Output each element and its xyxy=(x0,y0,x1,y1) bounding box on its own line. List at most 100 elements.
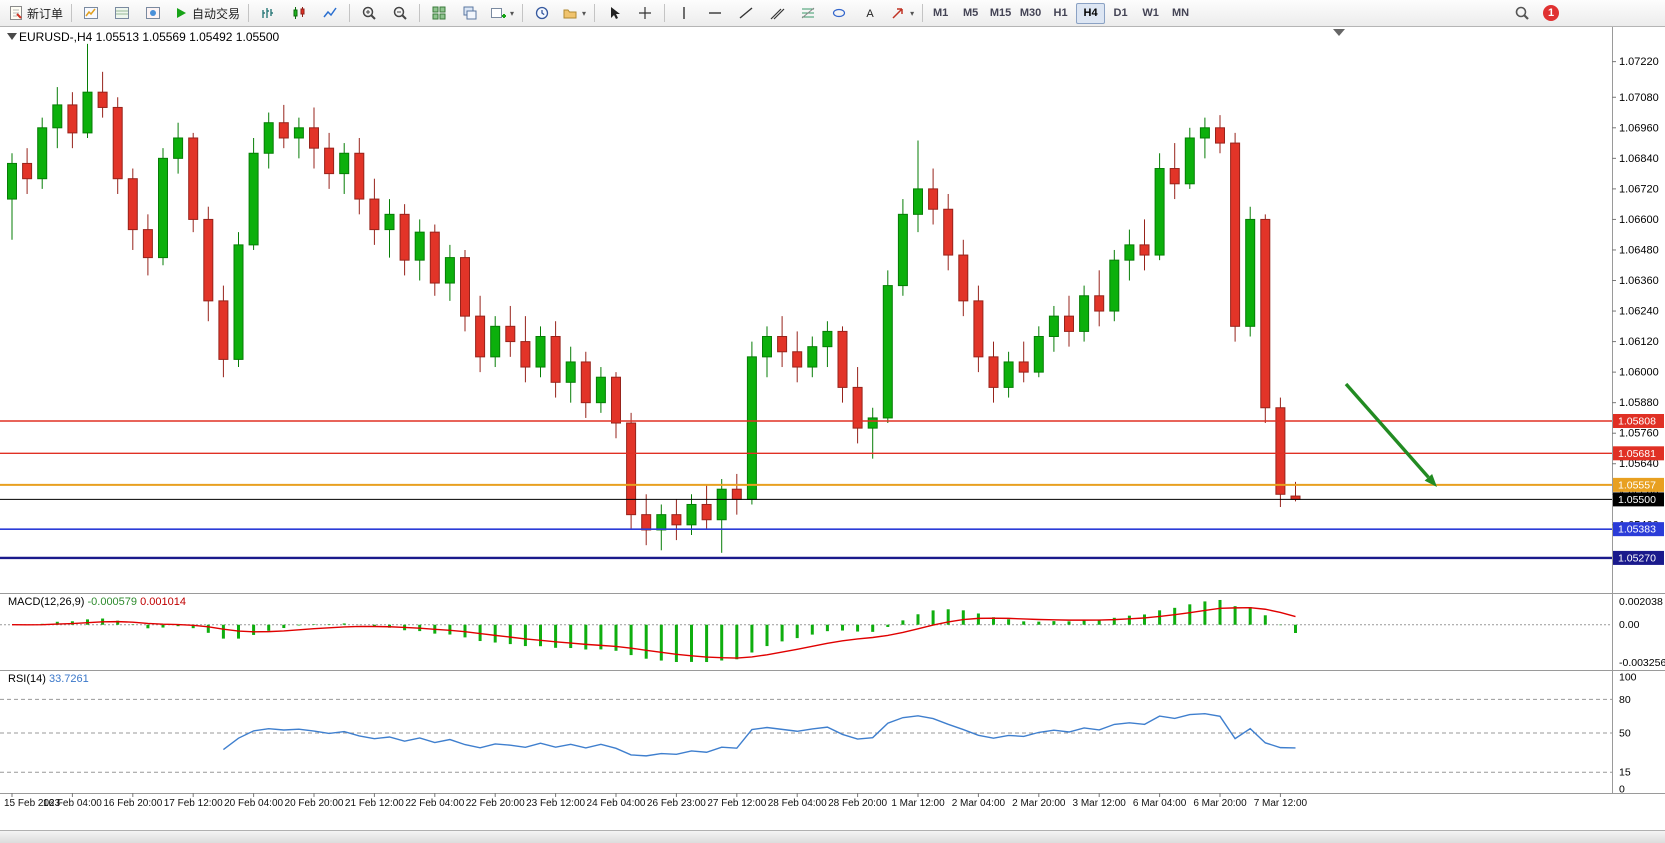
price-tick-label: 1.06360 xyxy=(1619,275,1659,287)
time-axis-label: 20 Feb 04:00 xyxy=(224,798,283,809)
price-panel[interactable] xyxy=(0,43,1612,560)
rsi-line xyxy=(222,713,1296,757)
candle xyxy=(22,162,33,180)
candle xyxy=(1033,335,1044,373)
arrows-button[interactable]: ▾ xyxy=(886,1,918,25)
time-axis-label: 2 Mar 20:00 xyxy=(1012,798,1066,809)
timeframe-m15-button[interactable]: M15 xyxy=(989,7,1012,19)
chart-shift-marker[interactable] xyxy=(1333,29,1345,36)
toolbar-separator xyxy=(594,4,596,22)
text-label-button[interactable]: A xyxy=(855,1,885,25)
zoom-in-button[interactable] xyxy=(354,1,384,25)
candle xyxy=(565,361,576,383)
candle xyxy=(837,330,848,388)
new-order-icon xyxy=(8,5,24,21)
data-window-button[interactable] xyxy=(107,1,137,25)
price-badge xyxy=(1613,492,1664,507)
price-tick-label: 1.06000 xyxy=(1619,367,1659,379)
rsi-axis-label: 100 xyxy=(1619,672,1637,684)
equidistant-channel-button[interactable] xyxy=(762,1,792,25)
period-clock-button[interactable] xyxy=(527,1,557,25)
zoom-out-button[interactable] xyxy=(385,1,415,25)
horizontal-line-button[interactable] xyxy=(700,1,730,25)
templates-icon xyxy=(562,5,578,21)
candle xyxy=(278,122,289,139)
candle xyxy=(203,218,214,302)
price-tick-label: 1.06600 xyxy=(1619,214,1659,226)
time-axis-label: 26 Feb 23:00 xyxy=(647,798,706,809)
candle xyxy=(988,356,999,388)
time-axis-label: 6 Mar 20:00 xyxy=(1193,798,1247,809)
candle xyxy=(1094,295,1105,312)
candle xyxy=(7,162,17,200)
rsi-panel[interactable] xyxy=(0,698,1612,773)
timeframe-m30-button[interactable]: M30 xyxy=(1019,7,1042,19)
timeframe-d1-button[interactable]: D1 xyxy=(1113,7,1128,19)
timeframe-h4-button[interactable]: H4 xyxy=(1076,2,1106,24)
macd-axis-label: -0.003256 xyxy=(1619,657,1665,669)
trendline-button[interactable] xyxy=(731,1,761,25)
macd-axis-label: 0.002038 xyxy=(1619,596,1663,608)
candle xyxy=(746,356,757,500)
timeframe-m1-button[interactable]: M1 xyxy=(932,7,949,19)
data-window-icon xyxy=(114,5,130,21)
toolbar-separator xyxy=(522,4,524,22)
axes[interactable]: 1.07220 1.07080 1.06960 1.06840 1.06720 1.066… xyxy=(0,27,1665,809)
fibonacci-button[interactable] xyxy=(793,1,823,25)
search-button[interactable] xyxy=(1507,1,1537,25)
navigator-button[interactable] xyxy=(138,1,168,25)
templates-button[interactable]: ▾ xyxy=(558,1,590,25)
candle xyxy=(626,422,637,516)
macd-main-value: -0.000579 xyxy=(87,596,138,608)
candle xyxy=(369,198,380,231)
timeframe-h1-button[interactable]: H1 xyxy=(1053,7,1068,19)
macd-label: MACD(12,26,9) -0.000579 0.001014 xyxy=(8,596,186,608)
cursor-button[interactable] xyxy=(599,1,629,25)
new-order-label: 新订单 xyxy=(27,6,64,21)
crosshair-button[interactable] xyxy=(630,1,660,25)
arrow-annotation[interactable] xyxy=(1344,382,1430,479)
candle xyxy=(535,335,546,368)
bar-chart-button[interactable] xyxy=(253,1,283,25)
price-badge xyxy=(1613,477,1664,492)
cascade-windows-button[interactable] xyxy=(455,1,485,25)
one-click-trading-toggle[interactable] xyxy=(7,33,17,40)
vertical-line-button[interactable] xyxy=(669,1,699,25)
candle xyxy=(807,346,818,368)
timeframe-mn-button[interactable]: MN xyxy=(1172,7,1190,19)
new-chart-icon xyxy=(490,5,507,21)
timeframe-m5-button[interactable]: M5 xyxy=(962,7,979,19)
candle xyxy=(852,386,863,429)
tile-windows-button[interactable] xyxy=(424,1,454,25)
market-watch-icon xyxy=(83,5,99,21)
auto-trading-button[interactable]: 自动交易 xyxy=(169,1,244,25)
price-tick-label: 1.06720 xyxy=(1619,183,1659,195)
new-order-button[interactable]: 新订单 xyxy=(4,1,67,25)
timeframe-w1-button[interactable]: W1 xyxy=(1142,7,1159,19)
candle xyxy=(762,335,772,358)
candle xyxy=(822,330,833,348)
line-chart-button[interactable] xyxy=(315,1,345,25)
candle xyxy=(1048,315,1059,337)
rsi-name: RSI(14) xyxy=(8,673,46,685)
market-watch-button[interactable] xyxy=(76,1,106,25)
candle xyxy=(233,244,244,360)
candle xyxy=(611,376,621,424)
play-icon xyxy=(173,5,189,21)
candle xyxy=(1199,127,1210,139)
shapes-button[interactable] xyxy=(824,1,854,25)
rsi-axis-label: 80 xyxy=(1619,694,1631,706)
candlestick-chart-button[interactable] xyxy=(284,1,314,25)
new-chart-button[interactable]: ▾ xyxy=(486,1,518,25)
candle xyxy=(354,152,365,200)
bars-icon xyxy=(260,5,276,21)
candle xyxy=(1275,407,1286,495)
toolbar-separator xyxy=(922,4,924,22)
zoom-in-icon xyxy=(361,5,377,21)
timeframe-group: M1 M5 M15 M30 H1 H4 D1 W1 MN xyxy=(926,2,1195,24)
notification-badge[interactable]: 1 xyxy=(1543,5,1559,21)
macd-panel[interactable] xyxy=(0,599,1612,663)
toolbar-separator xyxy=(71,4,73,22)
price-badge-label: 1.05808 xyxy=(1618,415,1656,427)
